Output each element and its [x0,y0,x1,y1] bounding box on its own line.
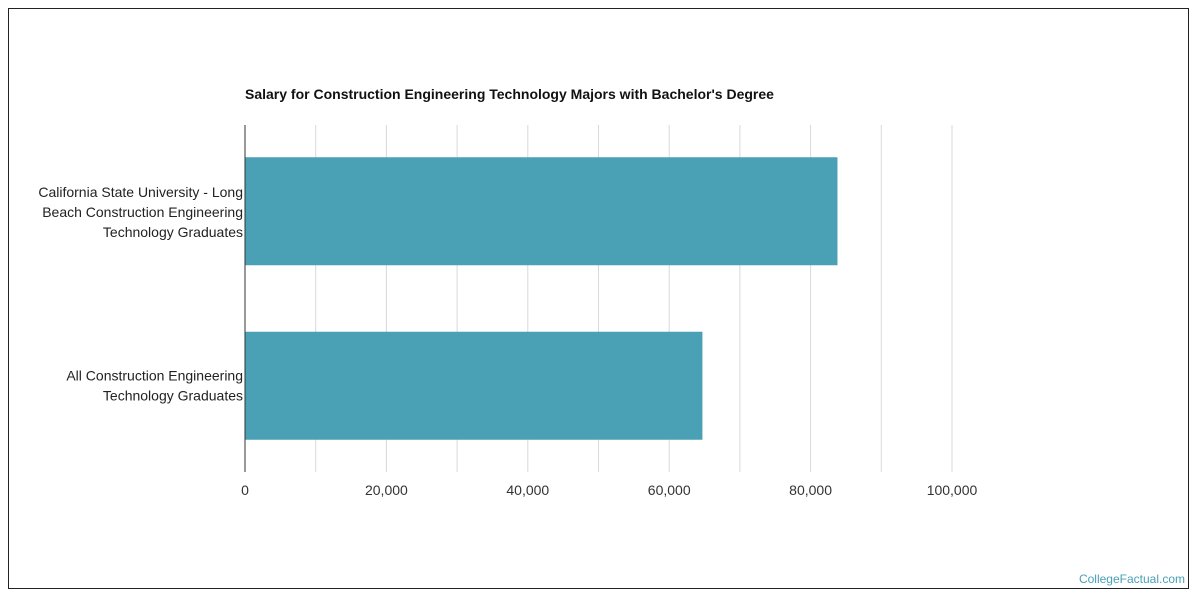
chart-title: Salary for Construction Engineering Tech… [245,86,774,102]
category-label-1: All Construction Engineering Technology G… [66,367,243,403]
category-label-0: California State University - Long Beach … [38,184,243,240]
bar-0 [245,157,838,266]
x-tick-100000: 100,000 [927,482,978,498]
x-tick-40000: 40,000 [506,482,549,498]
watermark-link[interactable]: CollegeFactual.com [1078,572,1185,586]
x-tick-60000: 60,000 [648,482,691,498]
x-tick-80000: 80,000 [789,482,832,498]
category-labels: California State University - Long Beach … [38,184,243,404]
x-tick-20000: 20,000 [365,482,408,498]
x-tick-0: 0 [241,482,249,498]
bars [245,157,838,440]
bar-1 [245,331,703,440]
x-tick-labels: 0 20,000 40,000 60,000 80,000 100,000 [241,482,977,498]
